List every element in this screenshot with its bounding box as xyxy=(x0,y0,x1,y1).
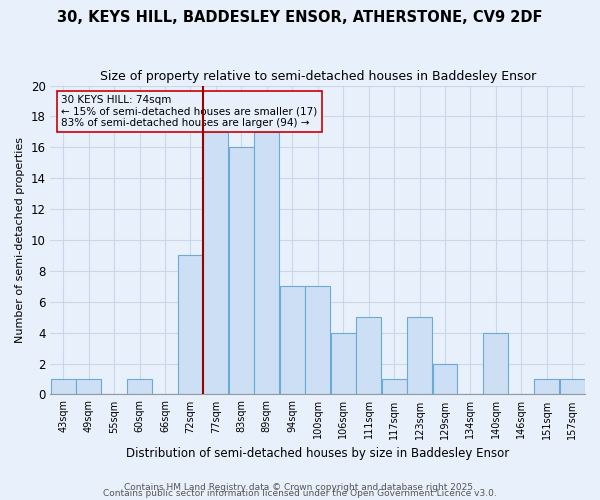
Bar xyxy=(407,317,432,394)
Y-axis label: Number of semi-detached properties: Number of semi-detached properties xyxy=(15,137,25,343)
Bar xyxy=(76,379,101,394)
Bar xyxy=(229,148,254,394)
Text: 30, KEYS HILL, BADDESLEY ENSOR, ATHERSTONE, CV9 2DF: 30, KEYS HILL, BADDESLEY ENSOR, ATHERSTO… xyxy=(57,10,543,25)
Text: Contains public sector information licensed under the Open Government Licence v3: Contains public sector information licen… xyxy=(103,490,497,498)
Title: Size of property relative to semi-detached houses in Baddesley Ensor: Size of property relative to semi-detach… xyxy=(100,70,536,83)
Bar xyxy=(254,132,279,394)
Text: Contains HM Land Registry data © Crown copyright and database right 2025.: Contains HM Land Registry data © Crown c… xyxy=(124,484,476,492)
Bar xyxy=(280,286,305,395)
Bar xyxy=(127,379,152,394)
Bar xyxy=(50,379,76,394)
Bar xyxy=(433,364,457,394)
Bar xyxy=(331,332,356,394)
Bar xyxy=(178,256,203,394)
Bar xyxy=(535,379,559,394)
X-axis label: Distribution of semi-detached houses by size in Baddesley Ensor: Distribution of semi-detached houses by … xyxy=(126,447,509,460)
Text: 30 KEYS HILL: 74sqm
← 15% of semi-detached houses are smaller (17)
83% of semi-d: 30 KEYS HILL: 74sqm ← 15% of semi-detach… xyxy=(61,95,317,128)
Bar xyxy=(484,332,508,394)
Bar xyxy=(560,379,585,394)
Bar xyxy=(203,132,229,394)
Bar xyxy=(305,286,330,395)
Bar xyxy=(382,379,407,394)
Bar xyxy=(356,317,381,394)
